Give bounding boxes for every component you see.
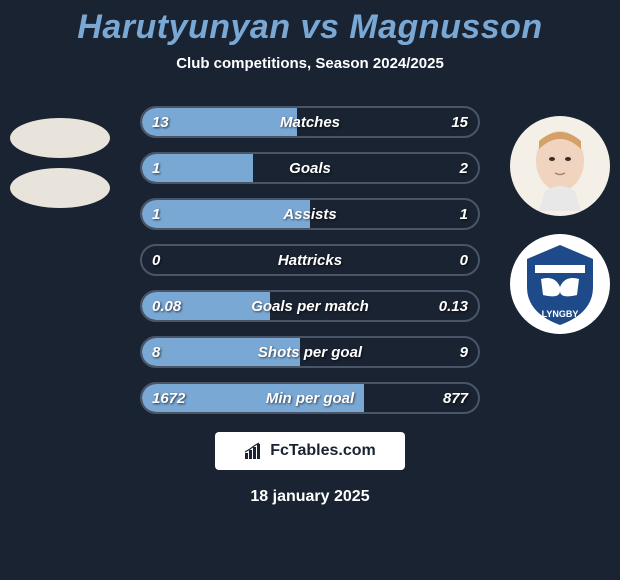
club-left-avatar (10, 168, 110, 208)
stat-right-value: 877 (443, 384, 468, 412)
bar-fill (142, 200, 310, 228)
brand-text: FcTables.com (270, 442, 376, 460)
stat-left-value: 1 (152, 200, 160, 228)
content-area: LYNGBY 13 Matches 15 1 Goals 2 1 Assists… (0, 106, 620, 506)
page-subtitle: Club competitions, Season 2024/2025 (0, 55, 620, 72)
stat-row-mpg: 1672 Min per goal 877 (140, 382, 480, 414)
stat-row-matches: 13 Matches 15 (140, 106, 480, 138)
stat-left-value: 1 (152, 154, 160, 182)
stat-left-value: 13 (152, 108, 169, 136)
stat-left-value: 0 (152, 246, 160, 274)
stat-right-value: 2 (460, 154, 468, 182)
footer-date: 18 january 2025 (0, 488, 620, 506)
club-right-avatar: LYNGBY (510, 234, 610, 334)
player-right-avatar (510, 116, 610, 216)
stats-bars: 13 Matches 15 1 Goals 2 1 Assists 1 0 Ha… (140, 106, 480, 414)
face-icon (525, 121, 595, 211)
brand-chart-icon (244, 442, 264, 460)
header: Harutyunyan vs Magnusson Club competitio… (0, 0, 620, 76)
club-badge-icon: LYNGBY (515, 239, 605, 329)
stat-left-value: 0.08 (152, 292, 181, 320)
stat-row-hattricks: 0 Hattricks 0 (140, 244, 480, 276)
stat-row-assists: 1 Assists 1 (140, 198, 480, 230)
stat-left-value: 1672 (152, 384, 185, 412)
stat-row-gpm: 0.08 Goals per match 0.13 (140, 290, 480, 322)
page-title: Harutyunyan vs Magnusson (0, 8, 620, 47)
stat-right-value: 15 (451, 108, 468, 136)
svg-text:LYNGBY: LYNGBY (542, 309, 579, 319)
stat-row-spg: 8 Shots per goal 9 (140, 336, 480, 368)
stat-right-value: 0 (460, 246, 468, 274)
bar-fill (142, 338, 300, 366)
brand-badge[interactable]: FcTables.com (215, 432, 405, 470)
stat-right-value: 9 (460, 338, 468, 366)
stat-right-value: 0.13 (439, 292, 468, 320)
stat-left-value: 8 (152, 338, 160, 366)
stat-right-value: 1 (460, 200, 468, 228)
player-left-avatar (10, 118, 110, 158)
stat-label: Hattricks (142, 246, 478, 274)
stat-row-goals: 1 Goals 2 (140, 152, 480, 184)
